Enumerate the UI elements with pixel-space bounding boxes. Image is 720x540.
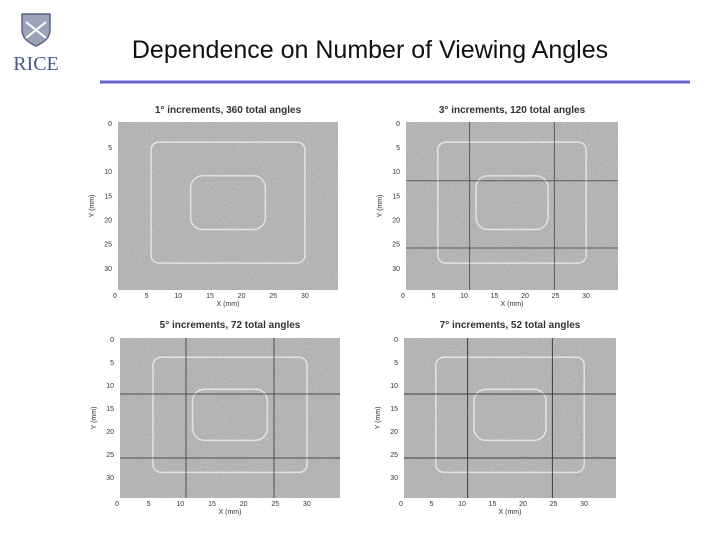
y-tick-label: 5 — [396, 145, 400, 152]
y-tick-label: 0 — [110, 337, 114, 344]
y-axis-label: Y (mm) — [89, 195, 96, 218]
panel-title: 5° increments, 72 total angles — [160, 320, 301, 331]
y-tick-label: 10 — [390, 383, 398, 390]
y-tick-label: 20 — [104, 218, 112, 225]
streak-artifacts — [404, 338, 616, 498]
figure-grid: 1° increments, 360 total angles 0 5 10 15 20 2… — [89, 105, 618, 516]
x-tick-label: 0 — [399, 501, 403, 508]
x-tick-label: 30 — [580, 501, 588, 508]
x-axis-label: X (mm) — [217, 301, 240, 308]
x-tick-label: 10 — [174, 293, 182, 300]
structure-outline — [150, 141, 306, 264]
logo: RICE — [13, 13, 59, 75]
y-tick-label: 0 — [108, 121, 112, 128]
y-tick-label: 0 — [394, 337, 398, 344]
x-tick-label: 25 — [550, 501, 558, 508]
x-tick-label: 15 — [491, 293, 499, 300]
x-tick-label: 15 — [489, 501, 497, 508]
x-tick-label: 30 — [303, 501, 311, 508]
y-tick-label: 25 — [106, 452, 114, 459]
x-tick-label: 20 — [521, 293, 529, 300]
x-axis-label: X (mm) — [219, 509, 242, 516]
x-tick-label: 15 — [208, 501, 216, 508]
x-tick-label: 25 — [269, 293, 277, 300]
y-tick-label: 5 — [110, 360, 114, 367]
x-tick-label: 25 — [552, 293, 560, 300]
y-tick-label: 0 — [396, 121, 400, 128]
x-tick-label: 5 — [147, 501, 151, 508]
x-tick-label: 30 — [582, 293, 590, 300]
structure-overlay — [150, 141, 306, 264]
x-tick-label: 10 — [458, 501, 466, 508]
x-tick-label: 25 — [271, 501, 279, 508]
x-tick-label: 0 — [115, 501, 119, 508]
y-tick-label: 30 — [392, 266, 400, 273]
y-tick-label: 5 — [394, 360, 398, 367]
figure-panel: 5° increments, 72 total angles 0 5 10 15 20 25… — [91, 320, 340, 516]
x-tick-label: 5 — [432, 293, 436, 300]
structure-outline — [435, 356, 585, 474]
slide-title: Dependence on Number of Viewing Angles — [132, 36, 608, 64]
y-axis-label: Y (mm) — [375, 407, 382, 430]
y-tick-label: 15 — [392, 193, 400, 200]
x-tick-label: 20 — [519, 501, 527, 508]
structure-overlay — [437, 141, 587, 264]
structure-overlay — [435, 356, 585, 474]
y-tick-label: 10 — [106, 383, 114, 390]
structure-inner — [189, 175, 267, 231]
y-axis-label: Y (mm) — [377, 195, 384, 218]
y-tick-label: 5 — [108, 145, 112, 152]
panel-title: 7° increments, 52 total angles — [440, 320, 581, 331]
structure-inner — [475, 175, 549, 231]
y-axis-label: Y (mm) — [91, 407, 98, 430]
y-tick-label: 25 — [104, 242, 112, 249]
y-tick-label: 10 — [104, 169, 112, 176]
x-tick-label: 10 — [176, 501, 184, 508]
y-tick-label: 20 — [390, 429, 398, 436]
y-tick-label: 15 — [104, 193, 112, 200]
x-tick-label: 20 — [238, 293, 246, 300]
y-tick-label: 30 — [390, 475, 398, 482]
structure-inner — [191, 388, 269, 442]
logo-emblem — [25, 21, 47, 39]
x-tick-label: 0 — [401, 293, 405, 300]
panel-title: 3° increments, 120 total angles — [439, 105, 586, 116]
y-tick-label: 20 — [106, 429, 114, 436]
x-tick-label: 15 — [206, 293, 214, 300]
x-axis-label: X (mm) — [501, 301, 524, 308]
streak-artifacts — [406, 122, 618, 290]
logo-text: RICE — [13, 53, 59, 75]
x-tick-label: 20 — [240, 501, 248, 508]
y-tick-label: 25 — [390, 452, 398, 459]
figure-panel: 1° increments, 360 total angles 0 5 10 15 20 2… — [89, 105, 338, 308]
x-tick-label: 5 — [145, 293, 149, 300]
panel-title: 1° increments, 360 total angles — [155, 105, 302, 116]
y-tick-label: 20 — [392, 218, 400, 225]
figure-panel: 7° increments, 52 total angles 0 5 10 15 20 25… — [375, 320, 616, 516]
figure-panel: 3° increments, 120 total angles 0 5 10 15 20 2… — [377, 105, 618, 308]
x-axis-label: X (mm) — [499, 509, 522, 516]
y-tick-label: 15 — [390, 406, 398, 413]
x-tick-label: 30 — [301, 293, 309, 300]
structure-inner — [473, 388, 547, 442]
y-tick-label: 30 — [104, 266, 112, 273]
x-tick-label: 0 — [113, 293, 117, 300]
y-tick-label: 15 — [106, 406, 114, 413]
y-tick-label: 25 — [392, 242, 400, 249]
structure-outline — [437, 141, 587, 264]
streak-artifacts — [120, 338, 340, 498]
y-tick-label: 10 — [392, 169, 400, 176]
structure-overlay — [152, 356, 308, 474]
x-tick-label: 10 — [460, 293, 468, 300]
structure-outline — [152, 356, 308, 474]
x-tick-label: 5 — [430, 501, 434, 508]
y-tick-label: 30 — [106, 475, 114, 482]
